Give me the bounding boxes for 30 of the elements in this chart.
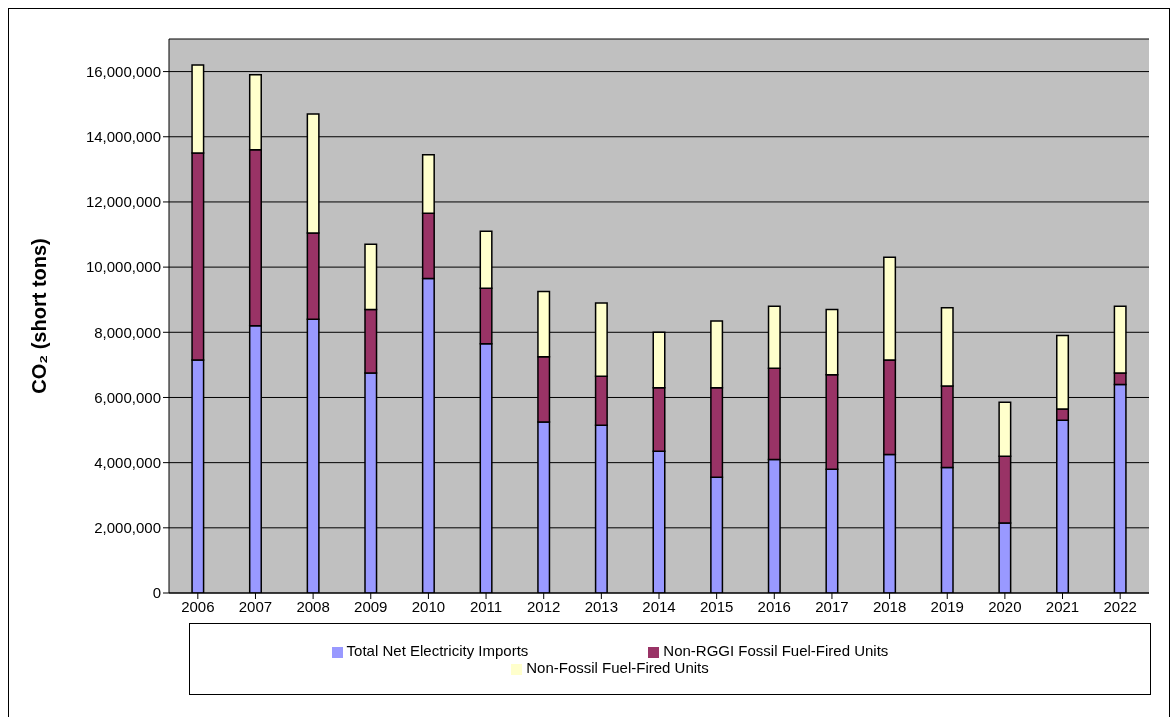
y-axis-title: CO₂ (short tons) — [28, 238, 51, 394]
x-tick-label: 2012 — [527, 597, 561, 615]
x-tick-label: 2006 — [181, 597, 215, 615]
legend-label: Total Net Electricity Imports — [346, 642, 529, 659]
legend-label: Non-RGGI Fossil Fuel-Fired Units — [663, 642, 889, 659]
legend-label: Non-Fossil Fuel-Fired Units — [526, 659, 709, 676]
x-tick-label: 2009 — [354, 597, 388, 615]
x-tick-label: 2014 — [642, 597, 676, 615]
y-tick-label: 2,000,000 — [94, 519, 161, 537]
x-tick-label: 2007 — [238, 597, 273, 615]
y-tick-label: 16,000,000 — [85, 62, 161, 80]
y-tick-label: 14,000,000 — [85, 128, 161, 146]
y-tick-label: 12,000,000 — [85, 193, 161, 211]
x-tick-label: 2022 — [1103, 597, 1137, 615]
x-tick-label: 2019 — [930, 597, 964, 615]
x-tick-label: 2013 — [584, 597, 619, 615]
x-tick-label: 2015 — [699, 597, 734, 615]
x-tick-label: 2010 — [411, 597, 446, 615]
x-tick-label: 2016 — [757, 597, 791, 615]
y-tick-label: 4,000,000 — [94, 453, 161, 471]
x-tick-label: 2017 — [815, 597, 849, 615]
x-tick-label: 2021 — [1045, 597, 1080, 615]
y-tick-label: 10,000,000 — [85, 258, 161, 276]
y-tick-label: 0 — [152, 584, 161, 602]
x-tick-label: 2018 — [872, 597, 907, 615]
x-tick-label: 2020 — [988, 597, 1022, 615]
x-tick-label: 2008 — [296, 597, 330, 615]
x-tick-label: 2011 — [469, 597, 503, 615]
y-tick-label: 8,000,000 — [94, 323, 161, 341]
y-tick-label: 6,000,000 — [94, 388, 161, 406]
